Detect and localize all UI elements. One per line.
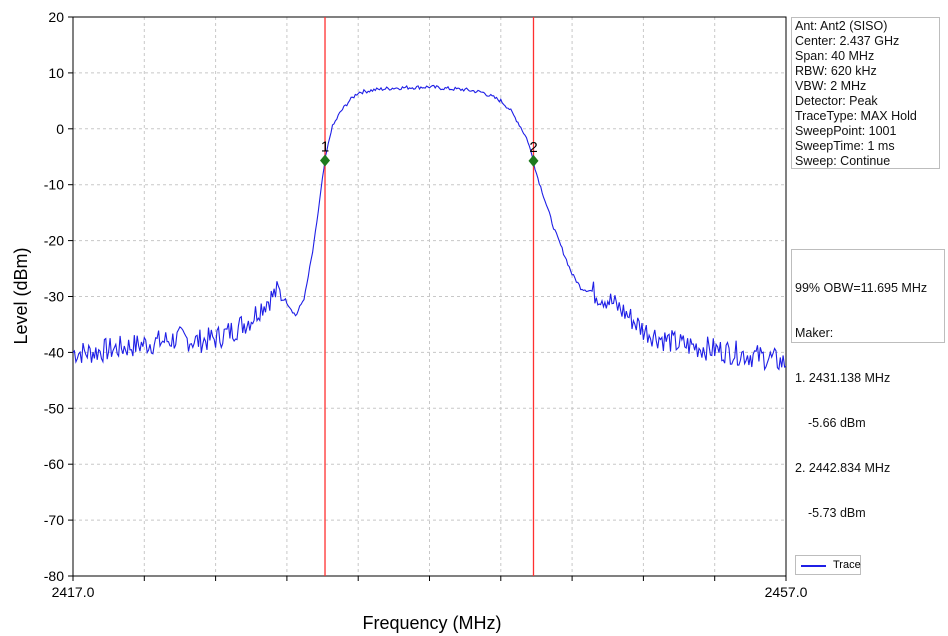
y-tick-label: -10 xyxy=(44,177,64,193)
settings-line: Sweep: Continue xyxy=(795,154,891,168)
x-axis-title: Frequency (MHz) xyxy=(362,613,501,633)
marker-1-level: -5.66 dBm xyxy=(808,416,866,430)
obw-summary: 99% OBW=11.695 MHz xyxy=(795,281,928,295)
x-axis-ticks: 2417.0 2457.0 xyxy=(52,576,808,600)
y-tick-label: -70 xyxy=(44,512,64,528)
analyzer-settings-box: Ant: Ant2 (SISO) Center: 2.437 GHz Span: 4… xyxy=(791,17,940,169)
maker-label: Maker: xyxy=(795,326,834,340)
x-tick-label: 2417.0 xyxy=(52,584,95,600)
legend: Trace xyxy=(795,555,861,575)
legend-trace-label: Trace xyxy=(833,559,861,571)
settings-line: Span: 40 MHz xyxy=(795,49,875,63)
y-tick-label: -30 xyxy=(44,289,64,305)
settings-line: VBW: 2 MHz xyxy=(795,79,867,93)
y-tick-label: -60 xyxy=(44,456,64,472)
grid xyxy=(73,17,786,576)
marker-2-level: -5.73 dBm xyxy=(808,506,866,520)
trace-line xyxy=(72,84,787,372)
settings-line: Center: 2.437 GHz xyxy=(795,34,900,48)
settings-line: SweepTime: 1 ms xyxy=(795,139,895,153)
settings-line: TraceType: MAX Hold xyxy=(795,109,917,123)
marker-2-point xyxy=(528,154,539,167)
y-tick-label: -20 xyxy=(44,233,64,249)
marker-1-frequency: 1. 2431.138 MHz xyxy=(795,371,891,385)
x-tick-label: 2457.0 xyxy=(765,584,808,600)
y-tick-label: 20 xyxy=(48,9,64,25)
y-tick-label: 0 xyxy=(56,121,64,137)
settings-line: Detector: Peak xyxy=(795,94,878,108)
legend-trace-swatch xyxy=(801,565,826,567)
y-axis-title: Level (dBm) xyxy=(11,247,31,344)
marker-2-frequency: 2. 2442.834 MHz xyxy=(795,461,891,475)
marker-1-point xyxy=(320,154,331,167)
y-tick-label: 10 xyxy=(48,65,64,81)
settings-line: Ant: Ant2 (SISO) xyxy=(795,19,888,33)
y-tick-label: -40 xyxy=(44,344,64,360)
settings-line: SweepPoint: 1001 xyxy=(795,124,897,138)
marker-1-label: 1 xyxy=(321,138,329,155)
y-axis-ticks: 20 10 0 -10 -20 -30 -40 -50 -60 -70 -80 xyxy=(44,9,73,584)
settings-line: RBW: 620 kHz xyxy=(795,64,877,78)
marker-2-label: 2 xyxy=(529,139,537,156)
obw-result-box: 99% OBW=11.695 MHz Maker: 1. 2431.138 MH… xyxy=(791,249,945,520)
y-tick-label: -50 xyxy=(44,400,64,416)
y-tick-label: -80 xyxy=(44,568,64,584)
